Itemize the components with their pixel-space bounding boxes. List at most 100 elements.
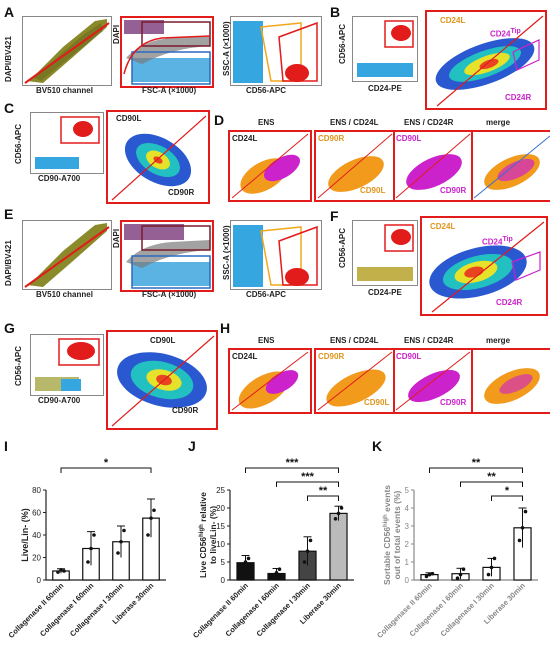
- scatter-cd56-ssc-e: [230, 220, 322, 290]
- y-tick-label: 10: [216, 540, 225, 549]
- zoom-cd24-b-graphic: [435, 15, 544, 107]
- title-merge-h: merge: [486, 336, 511, 345]
- plot-ens-h-graphic: [231, 351, 309, 411]
- gate-cd24r-b: CD24R: [505, 93, 532, 102]
- significance-label: *: [104, 457, 109, 469]
- gate-cd90r-g: CD90R: [172, 406, 199, 415]
- axis-dapi-a: DAPI: [112, 24, 121, 44]
- scatter-fsc-dapi-graphic: [122, 18, 212, 85]
- bar: [329, 512, 348, 581]
- data-point: [119, 539, 123, 544]
- gate-cd24tip-b-sup: Tip: [510, 28, 521, 35]
- panel-label-k: K: [372, 438, 383, 454]
- axis-ssc-a: SSC-A (×1000): [222, 21, 231, 76]
- axis-cd56-e: CD56-APC: [246, 290, 287, 299]
- axis-fsc-e: FSC-A (×1000): [142, 290, 197, 299]
- gate-cd24tip-f-sup: Tip: [502, 236, 513, 243]
- data-point: [149, 516, 153, 520]
- data-point: [56, 570, 60, 574]
- y-tick-label: 60: [32, 509, 41, 518]
- title-ens-cd24l-h: ENS / CD24L: [330, 336, 379, 345]
- significance-bracket: [276, 481, 339, 487]
- data-point: [489, 565, 494, 570]
- y-tick-label: 0: [405, 576, 410, 585]
- data-point: [240, 567, 245, 571]
- data-point: [427, 572, 432, 577]
- data-point: [243, 560, 248, 564]
- gate-cd24l-b: CD24L: [440, 16, 466, 25]
- y-tick-label: 0: [221, 576, 226, 585]
- data-point: [89, 546, 93, 551]
- gate-cd24tip-b: CD24Tip: [490, 28, 521, 39]
- y-tick-label: 5: [221, 558, 226, 567]
- y-tick-label: 0: [37, 576, 42, 585]
- data-point: [339, 506, 344, 510]
- category-label: Collagenase II 60min: [7, 581, 66, 640]
- data-point: [492, 556, 497, 561]
- data-point: [517, 538, 522, 543]
- plots-ens-split-d: [314, 130, 550, 202]
- axis-cd56-f: CD56-APC: [338, 227, 347, 268]
- data-point: [520, 526, 525, 530]
- data-point: [424, 574, 429, 579]
- plots-ens-split-h: [314, 348, 550, 414]
- significance-bracket: [60, 467, 152, 473]
- y-tick-label: 25: [216, 486, 225, 495]
- scatter-bv510-dapi-e-graphic: [24, 223, 110, 288]
- y-tick-label: 1: [405, 558, 410, 567]
- significance-bracket: [491, 495, 523, 501]
- data-point: [246, 556, 251, 561]
- significance-bracket: [307, 495, 339, 501]
- scatter-cd24-cd56-b-graphic: [357, 20, 414, 77]
- y-tick-label: 40: [32, 531, 41, 540]
- scatter-cd90-cd56-g-graphic: [35, 338, 100, 391]
- y-tick-label: 20: [216, 504, 225, 513]
- plot-ens-d-graphic: [231, 133, 309, 199]
- gate-cd90r-h: CD90R: [318, 352, 345, 361]
- axis-cd56-b: CD56-APC: [338, 23, 347, 64]
- category-label: Collagenase I 30min: [68, 581, 126, 639]
- category-label: Collagenase II 60min: [375, 581, 434, 640]
- gate-cd24tip-f-text: CD24: [482, 237, 503, 247]
- zoom-cd90-g: [106, 330, 218, 430]
- gate-cd90r-h2: CD90R: [440, 398, 467, 407]
- y-tick-label: 4: [405, 504, 410, 513]
- data-point: [271, 574, 276, 579]
- data-point: [62, 569, 66, 573]
- gate-cd90l-g: CD90L: [150, 336, 176, 345]
- scatter-cd24-cd56-f: [352, 220, 418, 286]
- axis-ssc-e: SSC-A (×1000): [222, 225, 231, 280]
- panel-label-i: I: [4, 438, 8, 454]
- gate-cd90r-c: CD90R: [168, 188, 195, 197]
- axis-cd56-a: CD56-APC: [246, 86, 287, 95]
- data-point: [92, 533, 96, 537]
- gate-cd90l-d2: CD90L: [396, 134, 422, 143]
- scatter-fsc-dapi: [120, 16, 214, 88]
- y-tick-label: 20: [32, 554, 41, 563]
- category-label: Collagenase I 30min: [439, 581, 497, 639]
- data-point: [458, 572, 463, 577]
- significance-label: **: [319, 485, 328, 497]
- category-label: Collagenase I 60min: [224, 581, 282, 639]
- gate-cd24l-h: CD24L: [232, 352, 258, 361]
- gate-cd90l-c: CD90L: [116, 114, 142, 123]
- axis-cd24-f: CD24-PE: [368, 288, 402, 297]
- panel-label-j: J: [188, 438, 196, 454]
- panel-label-g: G: [4, 320, 15, 336]
- zoom-cd90-c-graphic: [111, 115, 207, 201]
- zoom-cd24-b: [425, 10, 547, 110]
- gate-cd90l-h: CD90L: [364, 398, 390, 407]
- data-point: [461, 567, 466, 571]
- axis-fsc-a: FSC-A (×1000): [142, 86, 197, 95]
- data-point: [333, 517, 338, 521]
- significance-bracket: [460, 481, 523, 487]
- data-point: [59, 568, 63, 572]
- scatter-cd56-ssc-e-graphic: [233, 225, 318, 287]
- panel-label-h: H: [220, 320, 231, 336]
- significance-bracket: [245, 467, 339, 473]
- data-point: [305, 549, 310, 553]
- title-merge-d: merge: [486, 118, 511, 127]
- data-point: [430, 571, 435, 576]
